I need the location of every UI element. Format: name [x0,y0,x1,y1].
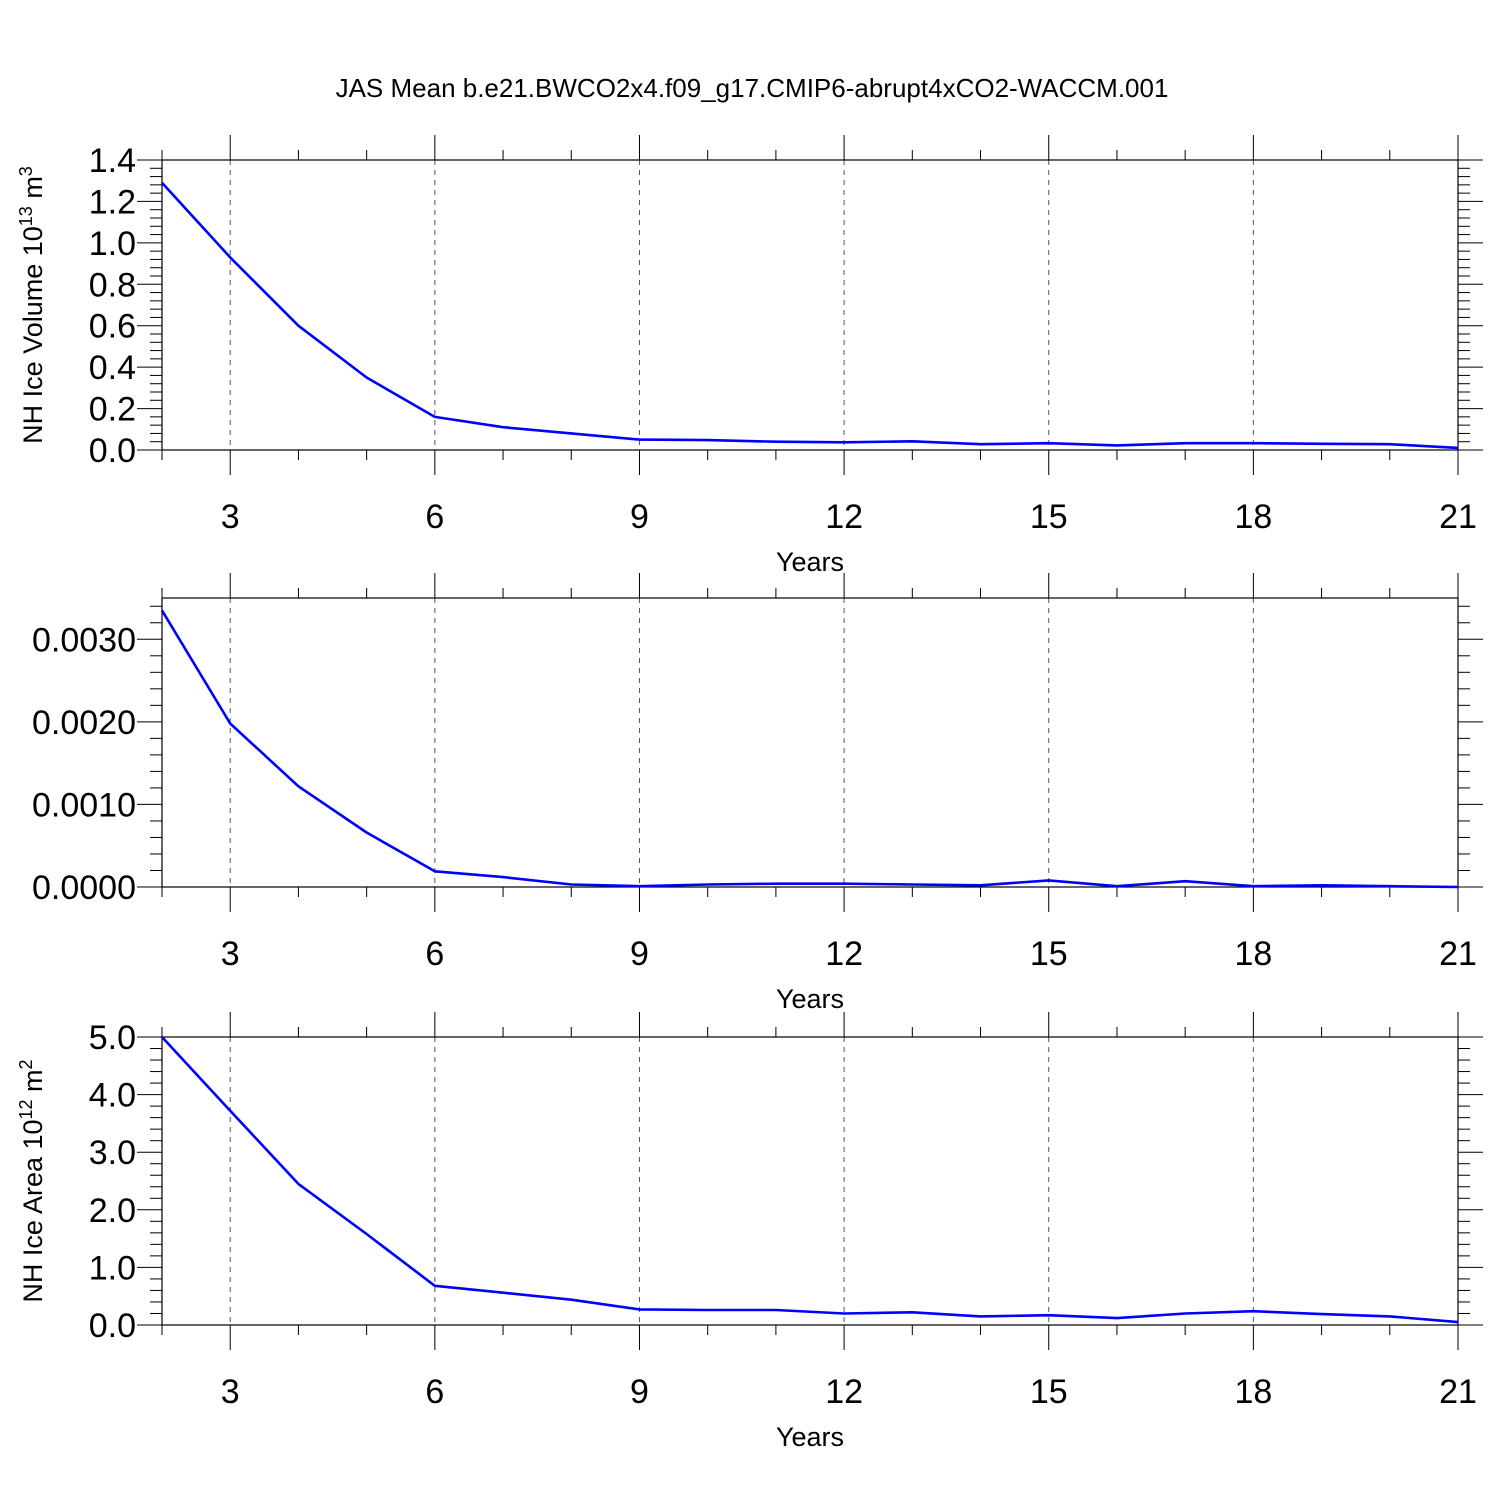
y-tick-label: 1.2 [89,183,136,221]
x-tick-label: 12 [825,498,863,536]
x-tick-label: 18 [1234,1373,1272,1411]
x-tick-label: 18 [1234,498,1272,536]
x-tick-label: 3 [221,498,240,536]
y-tick-label: 0.2 [89,391,136,429]
y-tick-label: 0.0010 [32,786,136,824]
plot-frame [161,1036,1459,1326]
x-axis-title: Years [776,984,844,1014]
x-tick-label: 15 [1030,935,1068,973]
series-line [161,181,1459,450]
y-tick-label: 0.0 [89,1307,136,1345]
x-tick-label: 12 [825,1373,863,1411]
x-tick-label: 21 [1439,1373,1477,1411]
x-tick-label: 15 [1030,498,1068,536]
panels: 3 6 9 12 15 18 21Years0.00.20.40.60.81.01.21.4… [16,135,1483,1452]
y-tick-label: 1.0 [89,1249,136,1287]
y-tick-label: 3.0 [89,1134,136,1172]
y-tick-label: 0.0000 [32,869,136,907]
y-tick-label: 0.4 [89,349,136,387]
y-tick-label: 5.0 [89,1019,136,1057]
x-tick-label: 6 [425,1373,444,1411]
y-tick-label: 1.0 [89,225,136,263]
x-tick-label: 9 [630,498,649,536]
y-axis-title: NH Ice Volume 1013 m3 [16,166,48,444]
x-tick-label: 9 [630,1373,649,1411]
x-tick-label: 21 [1439,498,1477,536]
x-axis-title: Years [776,547,844,577]
y-tick-label: 2.0 [89,1192,136,1230]
x-tick-label: 3 [221,935,240,973]
x-tick-label: 6 [425,935,444,973]
y-tick-label: 0.8 [89,266,136,304]
x-tick-label: 18 [1234,935,1272,973]
y-tick-label: 0.0030 [32,621,136,659]
series-line [161,1036,1459,1324]
chart-title: JAS Mean b.e21.BWCO2x4.f09_g17.CMIP6-abr… [336,73,1169,103]
y-tick-label: 0.0 [89,432,136,470]
x-axis-title: Years [776,1422,844,1452]
plot-frame [161,597,1459,888]
y-axis-title: NH Ice Area 1012 m2 [16,1059,48,1302]
x-tick-label: 9 [630,935,649,973]
y-tick-label: 1.4 [89,142,136,180]
x-tick-label: 15 [1030,1373,1068,1411]
series-line [160,609,1459,889]
panel-2: 3 6 9 12 15 18 21 Years 0.0000 0.0010 0.0020 0.0030 [32,573,1483,1014]
x-tick-label: 21 [1439,935,1477,973]
x-tick-label: 6 [425,498,444,536]
y-tick-label: 0.6 [89,308,136,346]
panel-1: 3 6 9 12 15 18 21 Years 0.00.2 0.40.6 0.81.0 1.21.4… [16,135,1483,577]
x-tick-label: 3 [221,1373,240,1411]
plot-frame [161,159,1459,451]
panel-3: 3 6 9 12 15 18 21 Years 0.0 1.0 2.0 3.0 4.0 5.0 NH Ice… [16,1012,1483,1452]
y-tick-label: 4.0 [89,1077,136,1115]
x-tick-label: 12 [825,935,863,973]
y-tick-label: 0.0020 [32,704,136,742]
